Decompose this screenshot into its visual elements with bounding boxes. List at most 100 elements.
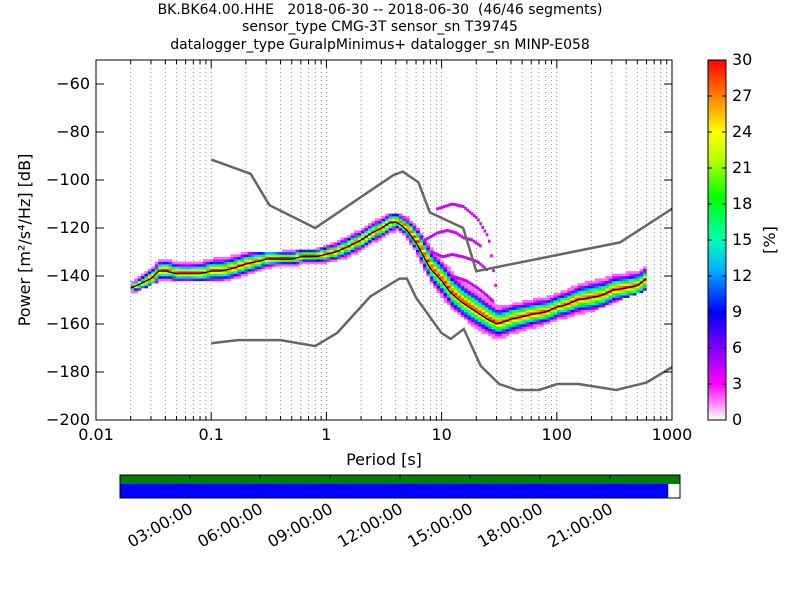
- density-cell: [488, 321, 493, 325]
- density-cell: [567, 307, 572, 310]
- density-cell: [567, 290, 572, 294]
- y-tick-label: −80: [56, 122, 90, 141]
- density-cell: [130, 280, 135, 284]
- density-cell: [178, 276, 183, 279]
- density-cell: [502, 312, 506, 315]
- density-cell: [230, 254, 235, 258]
- density-cell: [484, 297, 489, 301]
- density-cell: [165, 268, 169, 272]
- density-cell: [189, 266, 193, 270]
- density-cell: [618, 273, 623, 277]
- density-cell: [587, 300, 592, 303]
- density-cell: [240, 268, 245, 272]
- density-cell: [312, 256, 317, 260]
- density-cell: [189, 278, 193, 282]
- density-cell: [412, 223, 417, 226]
- density-cell: [584, 304, 589, 308]
- density-cell: [464, 304, 468, 308]
- density-cell: [196, 268, 200, 272]
- density-cell: [168, 278, 173, 282]
- density-cell: [140, 276, 145, 279]
- colorbar-tick-label: 15: [732, 230, 752, 249]
- density-cell: [306, 259, 310, 262]
- density-cell: [643, 273, 647, 277]
- density-cell: [495, 314, 499, 318]
- density-cell: [502, 321, 506, 325]
- density-cell: [440, 273, 444, 277]
- density-cell: [182, 261, 186, 265]
- outlier-cell: [451, 202, 454, 206]
- density-cell: [471, 312, 475, 315]
- density-cell: [618, 292, 623, 296]
- density-cell: [405, 223, 410, 226]
- outlier-cell: [431, 233, 435, 237]
- density-cell: [422, 247, 427, 250]
- density-cell: [281, 261, 286, 265]
- density-cell: [285, 259, 290, 262]
- density-cell: [464, 302, 468, 306]
- density-cell: [498, 304, 503, 308]
- density-cell: [354, 237, 358, 241]
- density-cell: [505, 331, 510, 334]
- density-cell: [491, 331, 496, 334]
- density-cell: [416, 230, 420, 234]
- density-cell: [216, 271, 221, 274]
- density-cell: [257, 261, 262, 265]
- density-cell: [388, 225, 393, 229]
- density-cell: [264, 261, 269, 265]
- density-cell: [306, 249, 310, 253]
- density-cell: [574, 285, 578, 289]
- density-cell: [367, 235, 372, 238]
- density-cell: [543, 300, 548, 303]
- density-cell: [271, 254, 276, 258]
- density-cell: [622, 283, 627, 286]
- density-cell: [471, 316, 475, 320]
- density-cell: [443, 292, 448, 296]
- density-cell: [354, 247, 358, 250]
- outlier-cell: [487, 239, 491, 243]
- density-cell: [584, 285, 589, 289]
- outlier-cell: [462, 205, 465, 209]
- density-cell: [464, 297, 468, 301]
- density-cell: [457, 297, 462, 301]
- density-cell: [278, 256, 283, 260]
- x-tick-label: 1: [321, 425, 331, 444]
- density-cell: [532, 307, 537, 310]
- density-cell: [570, 304, 575, 308]
- density-cell: [144, 285, 149, 289]
- density-cell: [632, 276, 637, 279]
- density-cell: [639, 276, 644, 279]
- density-cell: [268, 252, 272, 255]
- colorbar-tick-label: 9: [732, 302, 742, 321]
- density-cell: [426, 271, 431, 274]
- density-cell: [481, 331, 486, 334]
- density-cell: [436, 290, 441, 294]
- density-cell: [154, 278, 159, 282]
- density-cell: [185, 268, 190, 272]
- density-cell: [443, 297, 448, 301]
- density-cell: [244, 271, 248, 274]
- density-cell: [426, 259, 431, 262]
- density-cell: [433, 256, 437, 260]
- density-cell: [625, 271, 630, 274]
- density-cell: [151, 268, 156, 272]
- density-cell: [560, 290, 565, 294]
- density-cell: [536, 319, 541, 322]
- density-cell: [381, 235, 386, 238]
- density-cell: [251, 252, 255, 255]
- density-cell: [254, 254, 259, 258]
- density-cell: [625, 280, 630, 284]
- density-cell: [367, 240, 372, 243]
- density-cell: [251, 259, 255, 262]
- data-coverage-bar: [120, 484, 669, 498]
- density-cell: [192, 271, 197, 274]
- density-cell: [629, 271, 633, 274]
- density-cell: [636, 285, 640, 289]
- density-cell: [316, 249, 321, 253]
- density-cell: [244, 254, 248, 258]
- density-cell: [319, 247, 324, 250]
- density-cell: [577, 295, 582, 298]
- outlier-cell: [472, 214, 476, 218]
- density-cell: [178, 273, 183, 277]
- density-cell: [612, 283, 616, 286]
